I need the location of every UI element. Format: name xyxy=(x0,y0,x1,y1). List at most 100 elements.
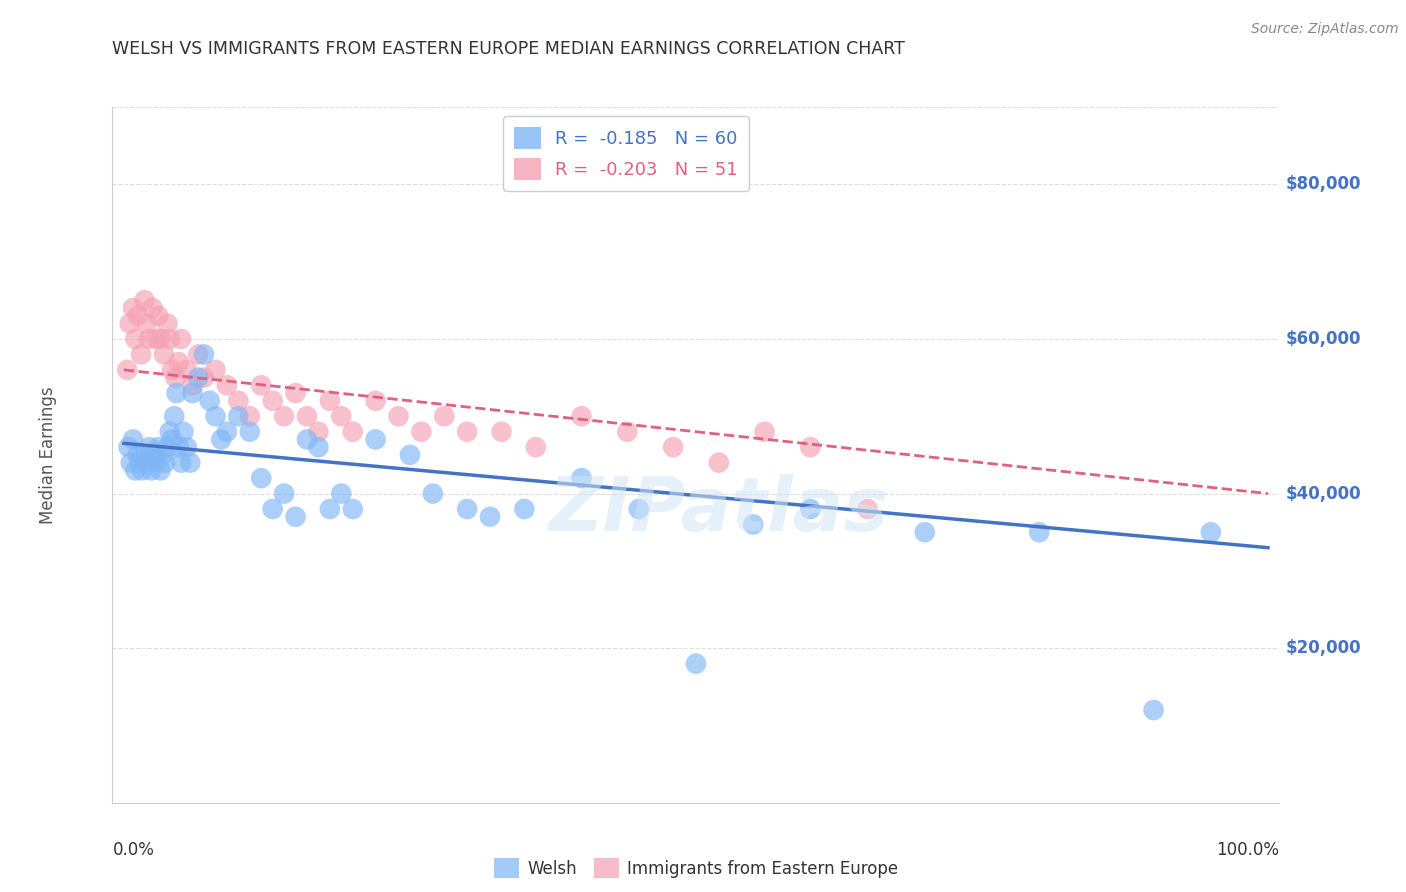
Point xyxy=(215,378,238,392)
Point xyxy=(148,440,170,454)
Point xyxy=(491,425,513,439)
Point xyxy=(319,393,342,408)
Point xyxy=(342,425,364,439)
Point xyxy=(163,409,186,424)
Point xyxy=(131,463,153,477)
Point xyxy=(153,456,176,470)
Point xyxy=(707,456,730,470)
Point xyxy=(456,425,478,439)
Point xyxy=(135,317,157,331)
Point xyxy=(124,463,146,477)
Point xyxy=(422,486,444,500)
Point xyxy=(273,409,295,424)
Point xyxy=(456,502,478,516)
Point xyxy=(138,440,160,454)
Point xyxy=(193,347,215,361)
Point xyxy=(148,309,170,323)
Point xyxy=(662,440,685,454)
Point xyxy=(799,502,821,516)
Point xyxy=(284,386,307,401)
Point xyxy=(1199,525,1222,540)
Point xyxy=(141,301,163,315)
Point xyxy=(239,409,262,424)
Text: ZIPatlas: ZIPatlas xyxy=(550,474,890,547)
Point xyxy=(250,471,273,485)
Text: $80,000: $80,000 xyxy=(1285,176,1361,194)
Point xyxy=(307,440,329,454)
Text: WELSH VS IMMIGRANTS FROM EASTERN EUROPE MEDIAN EARNINGS CORRELATION CHART: WELSH VS IMMIGRANTS FROM EASTERN EUROPE … xyxy=(112,40,905,58)
Text: $20,000: $20,000 xyxy=(1285,640,1361,657)
Point xyxy=(149,463,172,477)
Point xyxy=(117,440,139,454)
Point xyxy=(156,317,179,331)
Point xyxy=(134,448,156,462)
Point xyxy=(513,502,536,516)
Point xyxy=(307,425,329,439)
Point xyxy=(914,525,936,540)
Point xyxy=(479,509,502,524)
Point xyxy=(616,425,638,439)
Text: Source: ZipAtlas.com: Source: ZipAtlas.com xyxy=(1251,22,1399,37)
Point xyxy=(364,393,387,408)
Point xyxy=(627,502,650,516)
Point xyxy=(127,448,149,462)
Point xyxy=(1142,703,1164,717)
Point xyxy=(159,332,181,346)
Point xyxy=(187,370,209,384)
Point xyxy=(198,393,221,408)
Point xyxy=(124,332,146,346)
Point xyxy=(204,363,226,377)
Point xyxy=(181,386,204,401)
Point xyxy=(149,332,172,346)
Point xyxy=(122,433,145,447)
Point xyxy=(524,440,547,454)
Point xyxy=(153,347,176,361)
Point xyxy=(141,463,163,477)
Point xyxy=(262,393,284,408)
Point xyxy=(856,502,879,516)
Point xyxy=(145,332,167,346)
Point xyxy=(170,332,193,346)
Point xyxy=(145,456,167,470)
Point xyxy=(167,355,190,369)
Point xyxy=(166,386,188,401)
Point xyxy=(129,456,152,470)
Point xyxy=(387,409,409,424)
Point xyxy=(176,363,198,377)
Point xyxy=(411,425,433,439)
Point xyxy=(181,378,204,392)
Point xyxy=(295,409,318,424)
Point xyxy=(330,486,353,500)
Point xyxy=(167,440,190,454)
Point xyxy=(273,486,295,500)
Point xyxy=(160,363,183,377)
Point xyxy=(342,502,364,516)
Point xyxy=(204,409,226,424)
Point xyxy=(179,456,201,470)
Point xyxy=(142,448,165,462)
Point xyxy=(134,293,156,308)
Point xyxy=(117,363,139,377)
Point xyxy=(330,409,353,424)
Point xyxy=(239,425,262,439)
Text: Median Earnings: Median Earnings xyxy=(39,386,58,524)
Point xyxy=(152,448,174,462)
Point xyxy=(295,433,318,447)
Point xyxy=(127,309,149,323)
Point xyxy=(571,409,593,424)
Point xyxy=(165,370,187,384)
Point xyxy=(176,440,198,454)
Point xyxy=(193,370,215,384)
Point xyxy=(172,425,194,439)
Point xyxy=(1028,525,1050,540)
Point xyxy=(284,509,307,524)
Point xyxy=(250,378,273,392)
Point xyxy=(571,471,593,485)
Legend: Welsh, Immigrants from Eastern Europe: Welsh, Immigrants from Eastern Europe xyxy=(488,851,904,885)
Point xyxy=(319,502,342,516)
Point xyxy=(160,433,183,447)
Point xyxy=(742,517,765,532)
Point xyxy=(215,425,238,439)
Point xyxy=(433,409,456,424)
Point xyxy=(118,317,141,331)
